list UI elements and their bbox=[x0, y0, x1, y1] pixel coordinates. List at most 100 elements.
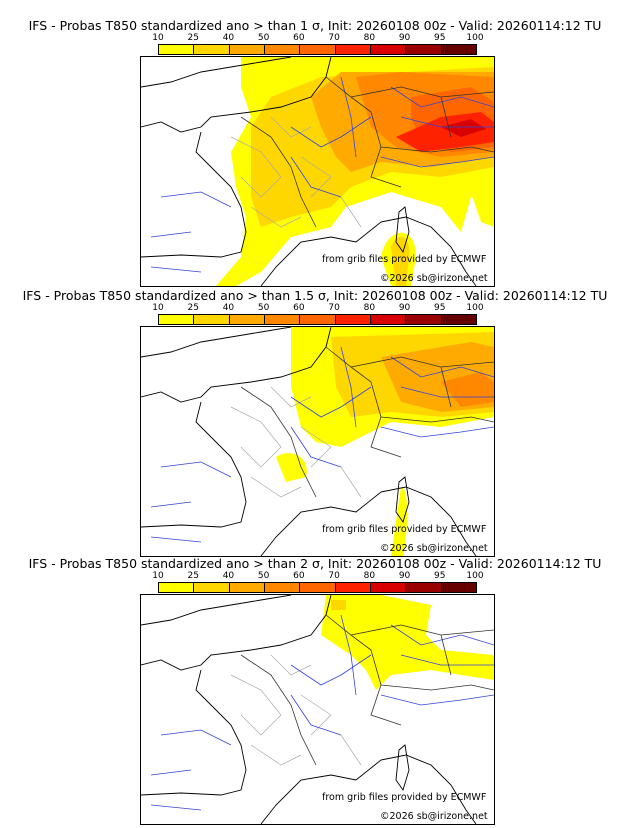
colorbar-segment bbox=[300, 315, 336, 324]
colorbar-tick-label: 10 bbox=[152, 303, 164, 313]
colorbar bbox=[158, 44, 477, 55]
forecast-panel: IFS - Probas T850 standardized ano > tha… bbox=[0, 552, 630, 825]
coastline bbox=[141, 595, 477, 824]
colorbar-tick-label: 100 bbox=[466, 571, 484, 581]
coastline bbox=[141, 327, 477, 556]
colorbar-segment bbox=[229, 45, 265, 54]
probability-area bbox=[391, 236, 410, 286]
colorbar-segment bbox=[335, 315, 371, 324]
admin-borders bbox=[230, 116, 362, 228]
colorbar-segment bbox=[194, 45, 230, 54]
panel-title: IFS - Probas T850 standardized ano > tha… bbox=[28, 18, 602, 33]
colorbar-segment bbox=[335, 45, 371, 54]
copyright-credit: ©2026 sb@irizone.net bbox=[380, 543, 488, 554]
colorbar-segment bbox=[264, 315, 301, 324]
colorbar-segment bbox=[335, 583, 371, 592]
colorbar-ticks: 10 25 40 50 60 70 80 90 95 100 bbox=[152, 571, 483, 582]
colorbar-tick-label: 25 bbox=[187, 33, 199, 43]
map-canvas bbox=[141, 595, 494, 824]
colorbar-segment bbox=[194, 315, 230, 324]
colorbar-segment bbox=[159, 315, 195, 324]
colorbar-tick-label: 90 bbox=[398, 303, 411, 313]
colorbar-segment bbox=[370, 45, 407, 54]
rivers bbox=[150, 346, 494, 543]
country-borders bbox=[240, 346, 494, 498]
colorbar-tick-label: 50 bbox=[257, 571, 270, 581]
coastline bbox=[141, 57, 477, 286]
source-credit: from grib files provided by ECMWF bbox=[322, 792, 487, 803]
colorbar-segment bbox=[370, 583, 407, 592]
forecast-panel: IFS - Probas T850 standardized ano > tha… bbox=[0, 14, 630, 287]
colorbar-tick-label: 40 bbox=[222, 33, 235, 43]
country-borders bbox=[240, 614, 494, 766]
colorbar-tick-label: 90 bbox=[398, 571, 411, 581]
colorbar-segment bbox=[441, 45, 476, 54]
colorbar-segment bbox=[370, 315, 407, 324]
colorbar-tick-label: 95 bbox=[434, 303, 446, 313]
probability-map: from grib files provided by ECMWF ©2026 … bbox=[140, 594, 495, 825]
colorbar-segment bbox=[300, 583, 336, 592]
colorbar-segment bbox=[300, 45, 336, 54]
colorbar-segment bbox=[441, 315, 476, 324]
colorbar-tick-label: 25 bbox=[187, 303, 199, 313]
forecast-panel: IFS - Probas T850 standardized ano > tha… bbox=[0, 284, 630, 557]
colorbar-tick-label: 60 bbox=[293, 303, 305, 313]
colorbar-tick-label: 70 bbox=[328, 33, 340, 43]
colorbar-tick-label: 90 bbox=[398, 33, 411, 43]
colorbar-segment bbox=[406, 315, 442, 324]
rivers bbox=[150, 614, 494, 811]
map-canvas bbox=[141, 327, 494, 556]
colorbar-tick-label: 10 bbox=[152, 33, 164, 43]
probability-map: from grib files provided by ECMWF ©2026 … bbox=[140, 326, 495, 557]
probability-area bbox=[441, 119, 486, 137]
colorbar-segment bbox=[159, 45, 195, 54]
colorbar-segment bbox=[229, 315, 265, 324]
colorbar-tick-label: 40 bbox=[222, 571, 235, 581]
colorbar-tick-label: 100 bbox=[466, 33, 484, 43]
colorbar-tick-label: 70 bbox=[328, 303, 340, 313]
probability-area bbox=[471, 182, 494, 227]
colorbar-tick-label: 80 bbox=[363, 303, 376, 313]
colorbar-tick-label: 95 bbox=[434, 33, 446, 43]
colorbar bbox=[158, 582, 477, 593]
probability-area bbox=[321, 595, 494, 690]
probability-area bbox=[391, 487, 408, 556]
colorbar-tick-label: 100 bbox=[466, 303, 484, 313]
colorbar-segment bbox=[264, 583, 301, 592]
colorbar-segment bbox=[406, 583, 442, 592]
probability-area bbox=[441, 372, 494, 407]
colorbar-tick-label: 10 bbox=[152, 571, 164, 581]
probability-area bbox=[276, 453, 307, 482]
country-borders bbox=[240, 76, 494, 228]
colorbar-ticks: 10 25 40 50 60 70 80 90 95 100 bbox=[152, 33, 483, 44]
colorbar-tick-label: 50 bbox=[257, 33, 270, 43]
admin-borders bbox=[230, 654, 362, 766]
colorbar-segment bbox=[229, 583, 265, 592]
copyright-credit: ©2026 sb@irizone.net bbox=[380, 273, 488, 284]
rivers bbox=[150, 76, 494, 273]
colorbar-tick-label: 60 bbox=[293, 33, 305, 43]
colorbar-tick-label: 95 bbox=[434, 571, 446, 581]
colorbar bbox=[158, 314, 477, 325]
copyright-credit: ©2026 sb@irizone.net bbox=[380, 811, 488, 822]
colorbar-segment bbox=[441, 583, 476, 592]
admin-borders bbox=[230, 386, 362, 498]
colorbar-tick-label: 60 bbox=[293, 571, 305, 581]
colorbar-tick-label: 40 bbox=[222, 303, 235, 313]
colorbar-segment bbox=[194, 583, 230, 592]
colorbar-tick-label: 80 bbox=[363, 571, 376, 581]
source-credit: from grib files provided by ECMWF bbox=[322, 524, 487, 535]
colorbar-segment bbox=[264, 45, 301, 54]
source-credit: from grib files provided by ECMWF bbox=[322, 254, 487, 265]
map-canvas bbox=[141, 57, 494, 286]
probability-area bbox=[331, 600, 346, 610]
probability-map: from grib files provided by ECMWF ©2026 … bbox=[140, 56, 495, 287]
colorbar-tick-label: 50 bbox=[257, 303, 270, 313]
panel-title: IFS - Probas T850 standardized ano > tha… bbox=[28, 556, 602, 571]
colorbar-tick-label: 80 bbox=[363, 33, 376, 43]
colorbar-tick-label: 70 bbox=[328, 571, 340, 581]
colorbar-ticks: 10 25 40 50 60 70 80 90 95 100 bbox=[152, 303, 483, 314]
colorbar-tick-label: 25 bbox=[187, 571, 199, 581]
colorbar-segment bbox=[159, 583, 195, 592]
colorbar-segment bbox=[406, 45, 442, 54]
